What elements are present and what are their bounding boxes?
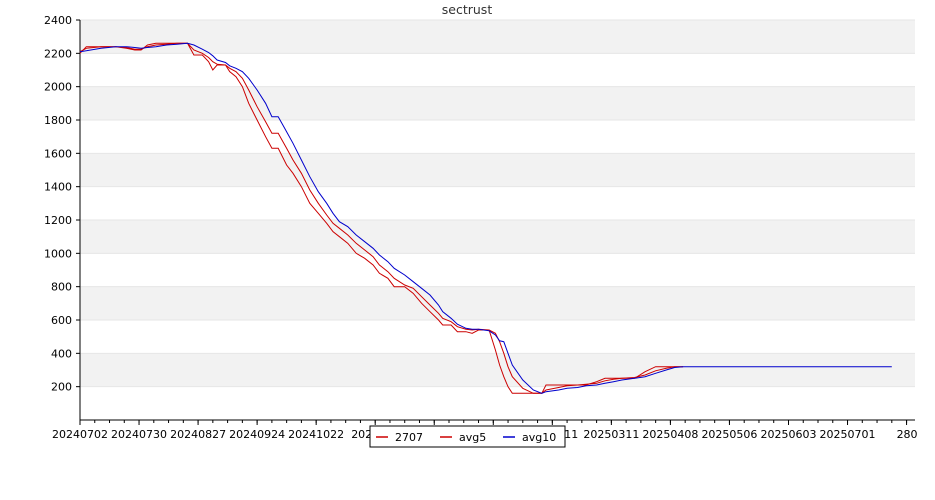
y-tick-label: 600 xyxy=(51,314,72,327)
x-tick-label: 20250311 xyxy=(583,428,639,441)
y-tick-label: 1800 xyxy=(44,114,72,127)
y-tick-label: 2200 xyxy=(44,47,72,60)
y-tick-label: 1600 xyxy=(44,147,72,160)
y-tick-label: 200 xyxy=(51,381,72,394)
y-tick-label: 2000 xyxy=(44,81,72,94)
y-tick-label: 1200 xyxy=(44,214,72,227)
legend-box xyxy=(369,425,566,448)
series-line-avg10 xyxy=(79,42,892,394)
grid-band xyxy=(80,220,915,254)
grid-band xyxy=(80,286,915,320)
x-tick-label: 20240730 xyxy=(111,428,167,441)
series-line-avg5 xyxy=(79,42,684,394)
y-tick-label: 800 xyxy=(51,281,72,294)
legend-label-2707: 2707 xyxy=(395,431,423,444)
x-tick-label: 202 xyxy=(351,428,372,441)
series-lines xyxy=(79,42,892,394)
y-axis-ticks: 200 400 600 800 1000 1200 1400 1600 1800 2000 2200… xyxy=(44,14,80,394)
x-tick-label: 20240924 xyxy=(229,428,285,441)
y-tick-label: 1000 xyxy=(44,247,72,260)
x-tick-label: 20240702 xyxy=(52,428,108,441)
x-tick-label: 280 xyxy=(897,428,918,441)
x-tick-label: 20250506 xyxy=(701,428,757,441)
legend-label-avg5: avg5 xyxy=(459,431,486,444)
y-tick-label: 400 xyxy=(51,347,72,360)
grid-bands xyxy=(80,20,915,387)
x-tick-label: 20240827 xyxy=(170,428,226,441)
x-tick-label: 20250701 xyxy=(820,428,876,441)
x-tick-label: 20250603 xyxy=(760,428,816,441)
x-axis-ticks: 20240702 20240730 20240827 20240924 20241022… xyxy=(52,420,918,441)
grid-lines xyxy=(80,19,915,388)
legend: 2707 avg5 avg10 xyxy=(369,425,566,448)
grid-band xyxy=(80,86,915,120)
grid-band xyxy=(80,153,915,187)
chart-title: sectrust xyxy=(442,2,493,17)
grid-band xyxy=(80,20,915,54)
y-tick-label: 2400 xyxy=(44,14,72,27)
y-tick-label: 1400 xyxy=(44,181,72,194)
series-line-2707 xyxy=(79,42,684,394)
legend-label-avg10: avg10 xyxy=(522,431,556,444)
x-tick-label: 20250408 xyxy=(642,428,698,441)
x-tick-label: 20241022 xyxy=(288,428,344,441)
